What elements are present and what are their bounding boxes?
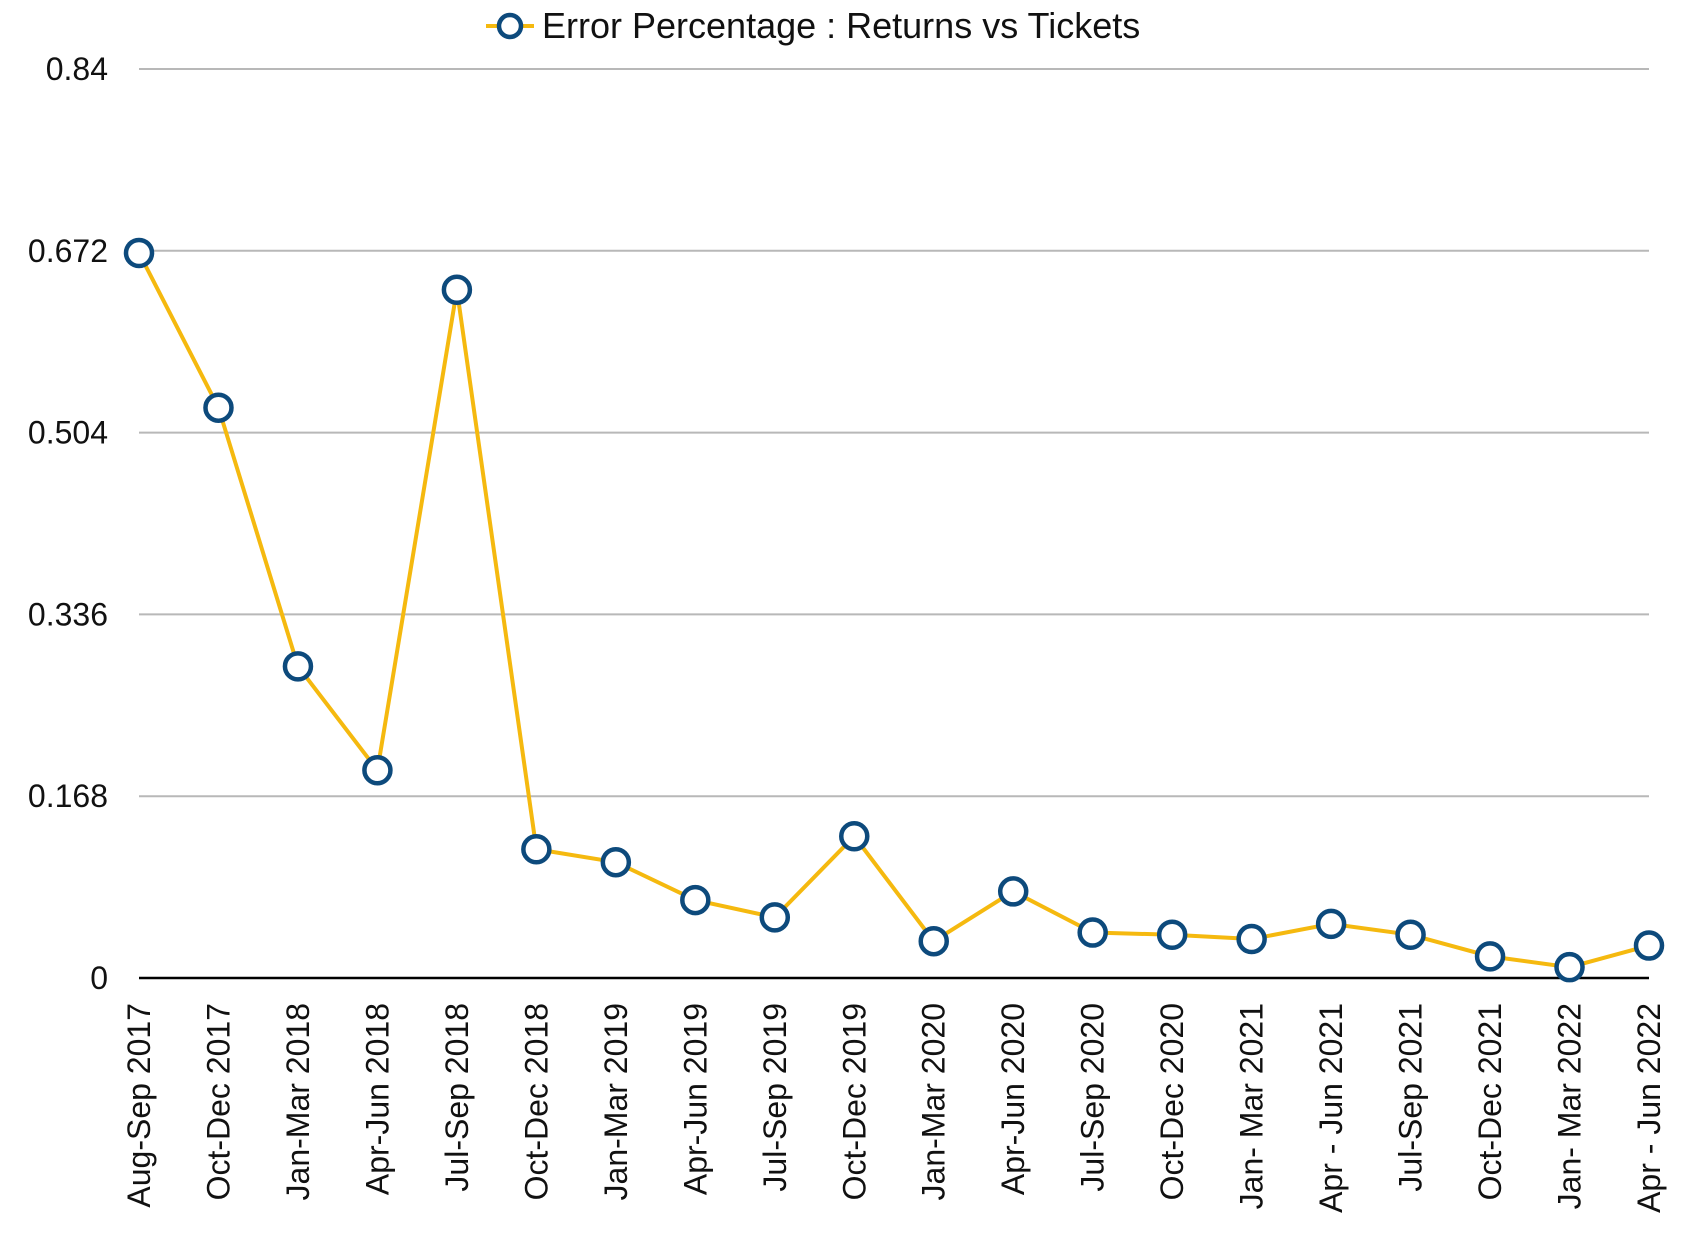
x-tick-label: Oct-Dec 2020 xyxy=(1154,1003,1190,1200)
y-tick-label: 0.504 xyxy=(28,415,108,451)
x-tick-label: Jan-Mar 2020 xyxy=(916,1003,952,1200)
x-tick-label: Jan-Mar 2018 xyxy=(280,1003,316,1200)
legend-label: Error Percentage : Returns vs Tickets xyxy=(542,5,1140,46)
x-tick-label: Apr - Jun 2021 xyxy=(1313,1003,1349,1213)
y-tick-label: 0.84 xyxy=(46,51,108,87)
x-tick-label: Apr - Jun 2022 xyxy=(1631,1003,1667,1213)
marker xyxy=(682,887,708,913)
x-tick-label: Jul-Sep 2020 xyxy=(1075,1003,1111,1192)
y-tick-label: 0 xyxy=(90,960,108,996)
x-tick-label: Jul-Sep 2021 xyxy=(1393,1003,1429,1192)
x-tick-label: Oct-Dec 2021 xyxy=(1472,1003,1508,1200)
marker xyxy=(444,277,470,303)
marker xyxy=(126,240,152,266)
y-tick-label: 0.168 xyxy=(28,778,108,814)
marker xyxy=(841,823,867,849)
marker xyxy=(1318,911,1344,937)
marker xyxy=(205,395,231,421)
x-tick-label: Jan- Mar 2021 xyxy=(1234,1003,1270,1209)
line xyxy=(139,253,1649,967)
marker xyxy=(1239,926,1265,952)
marker xyxy=(921,928,947,954)
chart: Error Percentage : Returns vs Tickets 0 0… xyxy=(0,0,1681,1233)
x-tick-label: Apr-Jun 2019 xyxy=(677,1003,713,1195)
marker xyxy=(364,757,390,783)
marker xyxy=(1080,920,1106,946)
marker xyxy=(1398,922,1424,948)
x-tick-label: Oct-Dec 2019 xyxy=(836,1003,872,1200)
legend-marker xyxy=(499,15,521,37)
y-tick-label: 0.336 xyxy=(28,596,108,632)
x-tick-label: Oct-Dec 2017 xyxy=(200,1003,236,1200)
marker xyxy=(1557,954,1583,980)
marker xyxy=(285,653,311,679)
marker xyxy=(762,904,788,930)
x-tick-label: Jul-Sep 2019 xyxy=(757,1003,793,1192)
marker xyxy=(1477,943,1503,969)
legend: Error Percentage : Returns vs Tickets xyxy=(486,5,1140,46)
marker xyxy=(1000,878,1026,904)
x-tick-label: Jan- Mar 2022 xyxy=(1552,1003,1588,1209)
marker xyxy=(523,836,549,862)
x-tick-label: Oct-Dec 2018 xyxy=(518,1003,554,1200)
y-tick-label: 0.672 xyxy=(28,233,108,269)
x-tick-label: Aug-Sep 2017 xyxy=(121,1003,157,1208)
page: {"chart_data": {"type": "line", "categor… xyxy=(0,0,1681,1233)
marker xyxy=(1636,933,1662,959)
x-tick-label: Apr-Jun 2020 xyxy=(995,1003,1031,1195)
x-tick-label: Jan-Mar 2019 xyxy=(598,1003,634,1200)
marker xyxy=(1159,922,1185,948)
x-tick-label: Apr-Jun 2018 xyxy=(359,1003,395,1195)
x-tick-label: Jul-Sep 2018 xyxy=(439,1003,475,1192)
marker xyxy=(603,849,629,875)
